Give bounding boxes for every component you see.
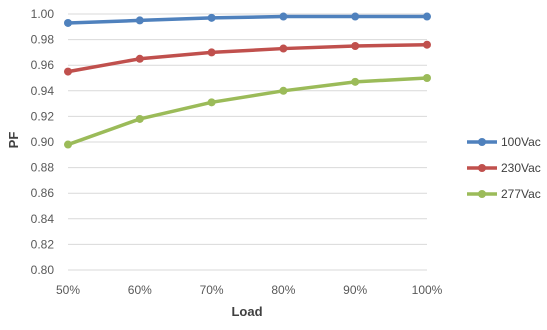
y-tick-label: 0.94 bbox=[31, 84, 55, 98]
data-point bbox=[351, 12, 360, 21]
y-tick-label: 0.84 bbox=[31, 212, 55, 226]
legend-swatch-marker bbox=[478, 164, 486, 172]
y-axis-title: PF bbox=[6, 132, 21, 149]
data-point bbox=[423, 74, 431, 82]
x-axis-ticks: 50% 60% 70% 80% 90% 100% bbox=[56, 283, 443, 297]
y-tick-label: 0.86 bbox=[31, 186, 55, 200]
legend-label: 230Vac bbox=[501, 161, 541, 175]
y-tick-label: 0.88 bbox=[31, 161, 55, 175]
legend-item: 277Vac bbox=[467, 187, 541, 201]
y-tick-label: 0.80 bbox=[31, 263, 55, 277]
data-point bbox=[135, 16, 144, 25]
legend-swatch-marker bbox=[478, 190, 486, 198]
y-tick-label: 0.98 bbox=[31, 33, 55, 47]
y-tick-label: 0.90 bbox=[31, 135, 55, 149]
data-point bbox=[279, 44, 288, 53]
y-axis-ticks: 0.80 0.82 0.84 0.86 0.88 0.90 0.92 0.94 0.96 0.98… bbox=[31, 7, 55, 277]
legend-item: 230Vac bbox=[467, 161, 541, 175]
data-point bbox=[351, 42, 360, 50]
y-tick-label: 1.00 bbox=[31, 7, 55, 21]
data-point bbox=[135, 54, 144, 63]
data-point bbox=[64, 18, 72, 27]
x-tick-label: 90% bbox=[343, 283, 367, 297]
x-tick-label: 80% bbox=[271, 283, 295, 297]
x-tick-label: 50% bbox=[56, 283, 80, 297]
y-tick-label: 0.82 bbox=[31, 237, 55, 251]
x-tick-label: 70% bbox=[200, 283, 224, 297]
x-axis-title: Load bbox=[231, 304, 262, 319]
y-tick-label: 0.96 bbox=[31, 58, 55, 72]
data-point bbox=[279, 12, 288, 21]
data-point bbox=[423, 12, 431, 21]
data-point bbox=[207, 98, 216, 107]
series-line bbox=[67, 14, 427, 25]
legend-label: 277Vac bbox=[501, 187, 541, 201]
x-tick-label: 60% bbox=[128, 283, 152, 297]
series-100Vac bbox=[64, 12, 431, 27]
legend-label: 100Vac bbox=[501, 135, 541, 149]
series-277Vac bbox=[64, 74, 431, 149]
legend: 100Vac 230Vac 277Vac bbox=[467, 135, 541, 201]
data-point bbox=[351, 77, 360, 86]
data-point bbox=[64, 140, 72, 149]
data-point bbox=[423, 40, 431, 49]
legend-item: 100Vac bbox=[467, 135, 541, 149]
data-point bbox=[279, 86, 288, 95]
data-point bbox=[207, 13, 216, 22]
series-line bbox=[67, 42, 428, 74]
data-point bbox=[135, 114, 144, 123]
y-tick-label: 0.92 bbox=[31, 109, 55, 123]
x-tick-label: 100% bbox=[412, 283, 443, 297]
gridlines bbox=[68, 13, 427, 271]
series-line bbox=[67, 76, 428, 147]
series-lines bbox=[64, 12, 431, 149]
series-230Vac bbox=[64, 40, 431, 76]
data-point bbox=[207, 48, 216, 57]
data-point bbox=[64, 67, 72, 76]
legend-swatch-marker bbox=[478, 138, 486, 146]
